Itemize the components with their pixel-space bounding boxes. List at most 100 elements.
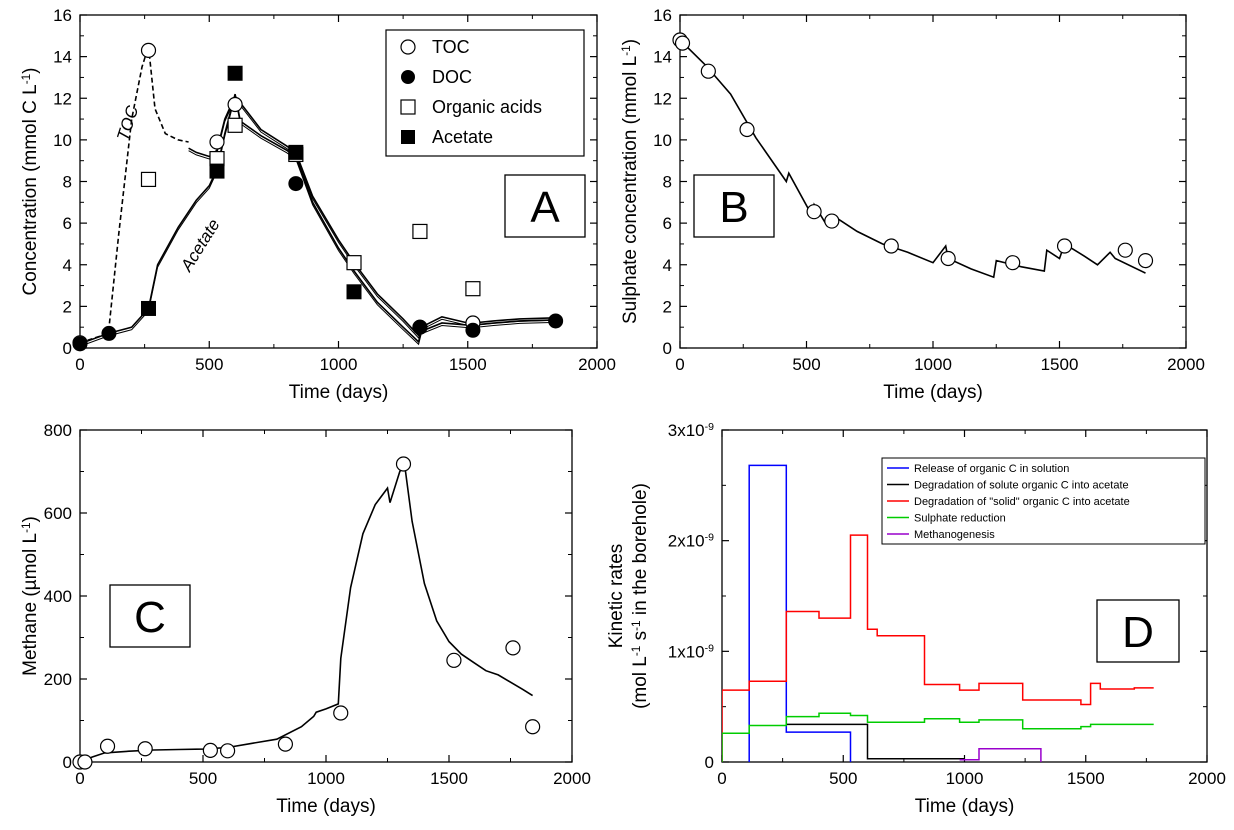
series-line-degradation-of-solid-organic-c-into-acetate xyxy=(722,534,1154,762)
point-organic-acids xyxy=(227,117,243,133)
x-axis-label: Time (days) xyxy=(276,796,376,817)
legend-box xyxy=(881,457,1206,545)
point-doc xyxy=(288,176,304,192)
panel-c: 0 500 1000 1500 2000 0 200 400 600 800 Time (days)… xyxy=(20,421,591,817)
series-line-sulphate-reduction xyxy=(722,712,1154,762)
y-axis-label-line1: Kinetic rates xyxy=(606,544,627,649)
y-tick-label: 14 xyxy=(53,48,72,67)
legend-marker-acetate xyxy=(401,130,415,144)
point-data xyxy=(77,754,93,770)
point-data xyxy=(940,250,956,267)
y-tick-label: 12 xyxy=(653,89,672,108)
point-doc xyxy=(412,319,428,335)
legend-box xyxy=(385,29,585,157)
x-tick-label: 0 xyxy=(75,355,84,374)
point-organic-acids xyxy=(140,171,157,188)
panel-a: 0 500 1000 1500 2000 0 2 4 6 8 10 12 14 16 Time (days)… xyxy=(20,6,616,403)
series-line-degradation-of-solute-organic-c-into-acetate xyxy=(786,723,965,760)
legend-label: DOC xyxy=(432,67,472,87)
y-tick-label: 0 xyxy=(63,753,72,772)
series-line-fit xyxy=(680,39,1146,279)
panel-letter-box xyxy=(109,584,191,648)
legend-label: TOC xyxy=(432,37,470,57)
panel-letter: B xyxy=(719,183,748,232)
x-tick-label: 1000 xyxy=(946,769,984,788)
y-tick-label: 16 xyxy=(653,6,672,25)
legend-label: Methanogenesis xyxy=(914,529,995,541)
x-tick-label: 0 xyxy=(675,355,684,374)
point-data xyxy=(824,213,840,229)
x-tick-label: 1000 xyxy=(307,769,345,788)
y-tick-label: 0 xyxy=(663,339,672,358)
point-acetate xyxy=(288,144,304,160)
panel-letter: D xyxy=(1122,608,1154,657)
point-data xyxy=(739,121,755,138)
point-data xyxy=(220,743,236,759)
point-data xyxy=(137,741,153,757)
x-tick-label: 500 xyxy=(195,355,223,374)
y-axis-label: Concentration (mmol C L-1) xyxy=(20,68,42,296)
legend-marker-doc xyxy=(401,70,415,84)
panel-letter-box xyxy=(504,174,586,238)
x-tick-label: 1500 xyxy=(449,355,487,374)
y-tick-label: 400 xyxy=(44,587,72,606)
point-data xyxy=(333,705,349,721)
y-tick-label: 600 xyxy=(44,504,72,523)
point-data xyxy=(674,35,691,51)
data-layer xyxy=(80,463,534,762)
x-tick-label: 2000 xyxy=(553,769,591,788)
y-axis-label-line2: (mol L-1 s-1 in the borehole) xyxy=(630,483,652,709)
x-axis-label: Time (days) xyxy=(289,382,389,403)
point-acetate xyxy=(346,284,362,300)
y-axis-label: Methane (µmol L-1) xyxy=(20,516,42,676)
point-data xyxy=(1005,255,1021,271)
y-tick-label: 2x10-9 xyxy=(668,532,714,551)
point-doc xyxy=(101,325,117,341)
point-data xyxy=(883,238,899,254)
y-tick-label: 12 xyxy=(53,89,72,108)
x-tick-label: 1500 xyxy=(1041,355,1079,374)
y-tick-label: 6 xyxy=(63,214,72,233)
point-toc xyxy=(209,134,225,150)
legend-label: Acetate xyxy=(432,127,493,147)
y-tick-label: 10 xyxy=(653,131,672,150)
point-data xyxy=(202,742,218,758)
x-tick-label: 0 xyxy=(717,769,726,788)
series-line-methanogenesis xyxy=(959,747,1042,762)
series-line-toc xyxy=(80,45,189,344)
data-layer xyxy=(680,39,1146,279)
point-data xyxy=(277,736,294,752)
point-organic-acids xyxy=(346,255,362,271)
legend-marker-organic-acids xyxy=(400,99,416,115)
legend-label: Degradation of solute organic C into ace… xyxy=(914,480,1129,492)
legend-marker-toc xyxy=(400,39,416,55)
point-data xyxy=(700,63,716,79)
y-tick-label: 2 xyxy=(663,297,672,316)
series-line-fit xyxy=(80,463,534,762)
panel-letter: C xyxy=(134,593,166,642)
annotation-toc: TOC xyxy=(113,103,142,143)
x-tick-label: 1500 xyxy=(430,769,468,788)
annotation-acetate: Acetate xyxy=(176,216,223,276)
point-doc xyxy=(72,336,88,352)
point-acetate xyxy=(141,300,157,316)
point-organic-acids xyxy=(209,151,225,167)
y-tick-label: 1x10-9 xyxy=(668,642,714,661)
legend-label: Sulphate reduction xyxy=(914,513,1006,525)
x-tick-label: 500 xyxy=(189,769,217,788)
point-toc xyxy=(227,96,243,113)
x-tick-label: 1500 xyxy=(1067,769,1105,788)
x-tick-label: 2000 xyxy=(1167,355,1205,374)
y-tick-label: 4 xyxy=(63,256,72,275)
point-data xyxy=(1056,238,1073,254)
y-tick-label: 800 xyxy=(44,421,72,440)
point-data xyxy=(505,640,521,656)
x-tick-label: 1000 xyxy=(320,355,358,374)
point-organic-acids xyxy=(465,281,481,297)
data-layer xyxy=(722,464,1154,762)
x-tick-label: 0 xyxy=(75,769,84,788)
point-data xyxy=(99,738,116,754)
y-tick-label: 4 xyxy=(663,256,672,275)
legend-label: Degradation of "solid" organic C into ac… xyxy=(914,496,1130,508)
